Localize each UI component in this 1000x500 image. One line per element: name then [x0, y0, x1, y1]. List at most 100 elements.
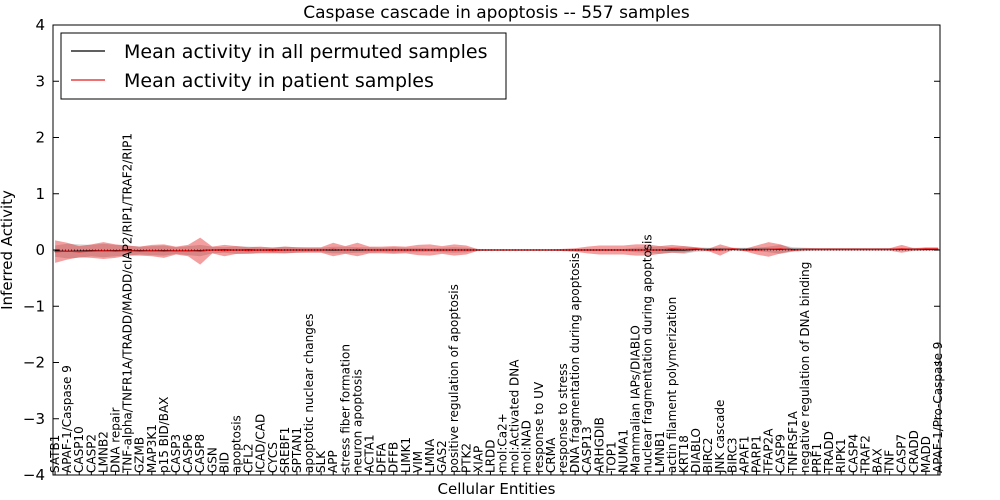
data-point [804, 248, 806, 250]
data-point [114, 250, 117, 252]
entity-label: TNF [883, 450, 897, 474]
data-point [925, 248, 927, 250]
data-point [78, 251, 80, 253]
data-point [441, 249, 443, 251]
data-point [368, 249, 371, 251]
entity-label: p15 BID/BAX [157, 397, 171, 473]
entity-label: mol:Activated DNA [508, 359, 522, 473]
data-point [840, 248, 842, 250]
entity-label: SLK [314, 450, 328, 473]
data-point [163, 250, 165, 252]
entity-label: GSN [205, 447, 219, 473]
entity-label: CRMA [544, 437, 558, 473]
data-point [937, 248, 939, 250]
entity-label: DFFA [375, 442, 389, 473]
entity-label: XIAP [471, 446, 485, 473]
legend-box [60, 32, 507, 100]
entity-label: JNK cascade [713, 400, 727, 474]
data-point [393, 249, 395, 251]
y-tick-label: 3 [35, 72, 45, 90]
data-point [501, 249, 504, 251]
entity-label: TNF-alpha/TNFR1A/TRADD/MADD/cIAP2/RIP1/T… [121, 133, 135, 474]
y-tick-label: 4 [35, 16, 45, 34]
y-tick-label: −4 [23, 466, 45, 484]
y-tick-label: −3 [23, 410, 45, 428]
entity-label: ARHGDIB [592, 417, 606, 473]
entity-label: LRDD [483, 439, 497, 473]
entity-label: KRT18 [677, 435, 691, 473]
data-point [381, 249, 383, 251]
entity-label: TRAF2 [858, 435, 872, 474]
entity-label: CASP2 [84, 434, 98, 473]
data-point [102, 250, 104, 252]
y-tick-label: −2 [23, 354, 45, 372]
entity-label: positive regulation of apoptosis [447, 284, 461, 473]
y-tick-label: 2 [35, 129, 45, 147]
entity-label: actin filament polymerization [665, 297, 679, 473]
data-point [405, 249, 407, 251]
entity-label: BIRC3 [725, 437, 739, 473]
entity-label: DNA fragmentation during apoptosis [568, 253, 582, 473]
data-point [489, 249, 492, 251]
entity-label: APAF1 [737, 436, 751, 473]
entity-label: CASP9 [774, 434, 788, 473]
entity-label: TNFRSF1A [786, 410, 800, 474]
data-point [780, 248, 782, 250]
entity-label: APAF-1/Caspase 9 [60, 365, 74, 473]
entity-label: BIRC2 [701, 437, 715, 473]
entity-label: DIABLO [689, 428, 703, 473]
entity-label: PRF1 [810, 443, 824, 473]
entity-label: DNA repair [109, 407, 123, 473]
entity-label: LMNB2 [96, 431, 110, 473]
data-point [453, 249, 455, 251]
series-line-patient [55, 248, 938, 253]
entity-label: neuron apoptosis [350, 369, 364, 473]
entity-label: CASP8 [193, 434, 207, 473]
data-point [792, 249, 794, 251]
entity-label: MADD [919, 436, 933, 473]
data-point [139, 250, 141, 252]
entity-label: TRADD [822, 431, 836, 474]
y-tick-label: 1 [35, 185, 45, 203]
entity-label: response to stress [556, 363, 570, 473]
entity-label: CFL2 [242, 443, 256, 473]
data-point [90, 250, 92, 252]
entity-label: CASP3 [169, 434, 183, 473]
entity-label: stress fiber formation [338, 344, 352, 473]
legend-label-patient: Mean activity in patient samples [124, 70, 434, 92]
entity-label: TFAP2A [762, 428, 776, 474]
entity-label: CASP13 [580, 426, 594, 473]
entity-label: LIMK1 [399, 437, 413, 473]
data-point [429, 249, 431, 251]
data-point [743, 249, 746, 251]
data-point [417, 249, 419, 251]
entity-label: CASP4 [846, 434, 860, 473]
data-point [127, 250, 129, 252]
entity-label: CYCS [266, 442, 280, 473]
data-point [852, 248, 854, 250]
entity-label: PARP1 [750, 435, 764, 473]
entity-label: SREBF1 [278, 427, 292, 473]
legend: Mean activity in all permuted samples Me… [60, 32, 507, 100]
entity-label: LMNB1 [653, 431, 667, 473]
entity-label: CRADD [907, 430, 921, 473]
entity-label: RIPK1 [834, 438, 848, 473]
entity-label: VIM [411, 451, 425, 473]
entity-label: negative regulation of DNA binding [798, 262, 812, 473]
entity-label: Mammalian IAPs/DIABLO [629, 325, 643, 473]
entity-label: ICAD/CAD [254, 414, 268, 473]
entity-label: SPTAN1 [290, 427, 304, 473]
data-point [344, 249, 346, 251]
entity-label: GZMB [133, 437, 147, 473]
data-point [671, 248, 673, 250]
data-point [731, 248, 733, 250]
data-point [514, 249, 516, 251]
data-point [768, 248, 770, 250]
band-patient [55, 237, 938, 265]
legend-label-permuted: Mean activity in all permuted samples [124, 41, 487, 63]
x-axis-title: Cellular Entities [438, 480, 556, 498]
data-point [876, 248, 879, 250]
entity-label: apoptosis [229, 415, 243, 473]
entity-label: ACTA1 [363, 434, 377, 473]
